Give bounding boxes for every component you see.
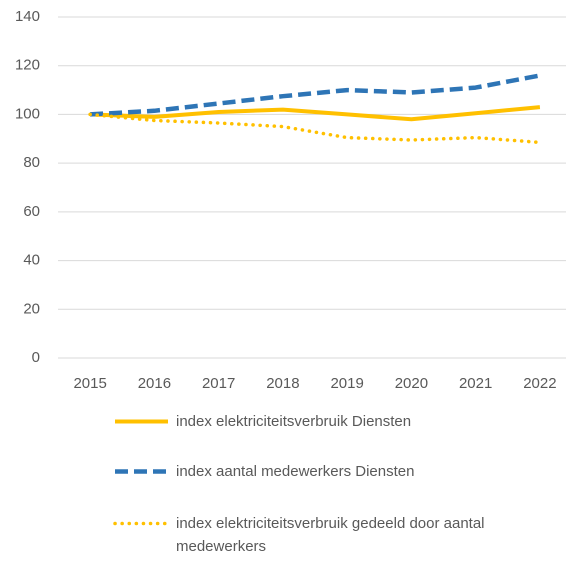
series-line xyxy=(89,73,541,117)
y-tick-label: 100 xyxy=(15,105,40,122)
legend-label: index elektriciteitsverbruik Diensten xyxy=(176,413,412,430)
x-tick-label: 2022 xyxy=(523,375,556,392)
y-tick-label: 20 xyxy=(23,300,40,317)
y-tick-label: 80 xyxy=(23,154,40,171)
x-tick-label: 2017 xyxy=(202,375,235,392)
series-line xyxy=(88,112,542,145)
series-line xyxy=(90,105,541,122)
x-tick-label: 2021 xyxy=(459,375,492,392)
x-tick-label: 2015 xyxy=(73,375,106,392)
legend-label: index aantal medewerkers Diensten xyxy=(176,463,415,480)
y-tick-label: 60 xyxy=(23,203,40,220)
legend-swatch xyxy=(115,469,168,474)
legend-item: index aantal medewerkers Diensten xyxy=(112,460,516,483)
x-tick-label: 2016 xyxy=(138,375,171,392)
x-tick-label: 2019 xyxy=(330,375,363,392)
legend-swatch xyxy=(113,521,170,526)
y-tick-label: 0 xyxy=(32,349,40,366)
y-tick-label: 120 xyxy=(15,57,40,74)
y-tick-label: 140 xyxy=(15,8,40,25)
legend-swatch xyxy=(115,419,168,424)
plot: 0 20 40 60 80 100 120 140 2015 2016 2017 2018 2019 20… xyxy=(15,8,566,392)
legend-label: index elektriciteitsverbruik gedeeld doo… xyxy=(176,515,485,555)
y-tick-label: 40 xyxy=(23,252,40,269)
x-tick-label: 2020 xyxy=(395,375,428,392)
x-tick-label: 2018 xyxy=(266,375,299,392)
legend-item: index elektriciteitsverbruik gedeeld doo… xyxy=(112,512,516,558)
legend-item: index elektriciteitsverbruik Diensten xyxy=(112,410,516,433)
